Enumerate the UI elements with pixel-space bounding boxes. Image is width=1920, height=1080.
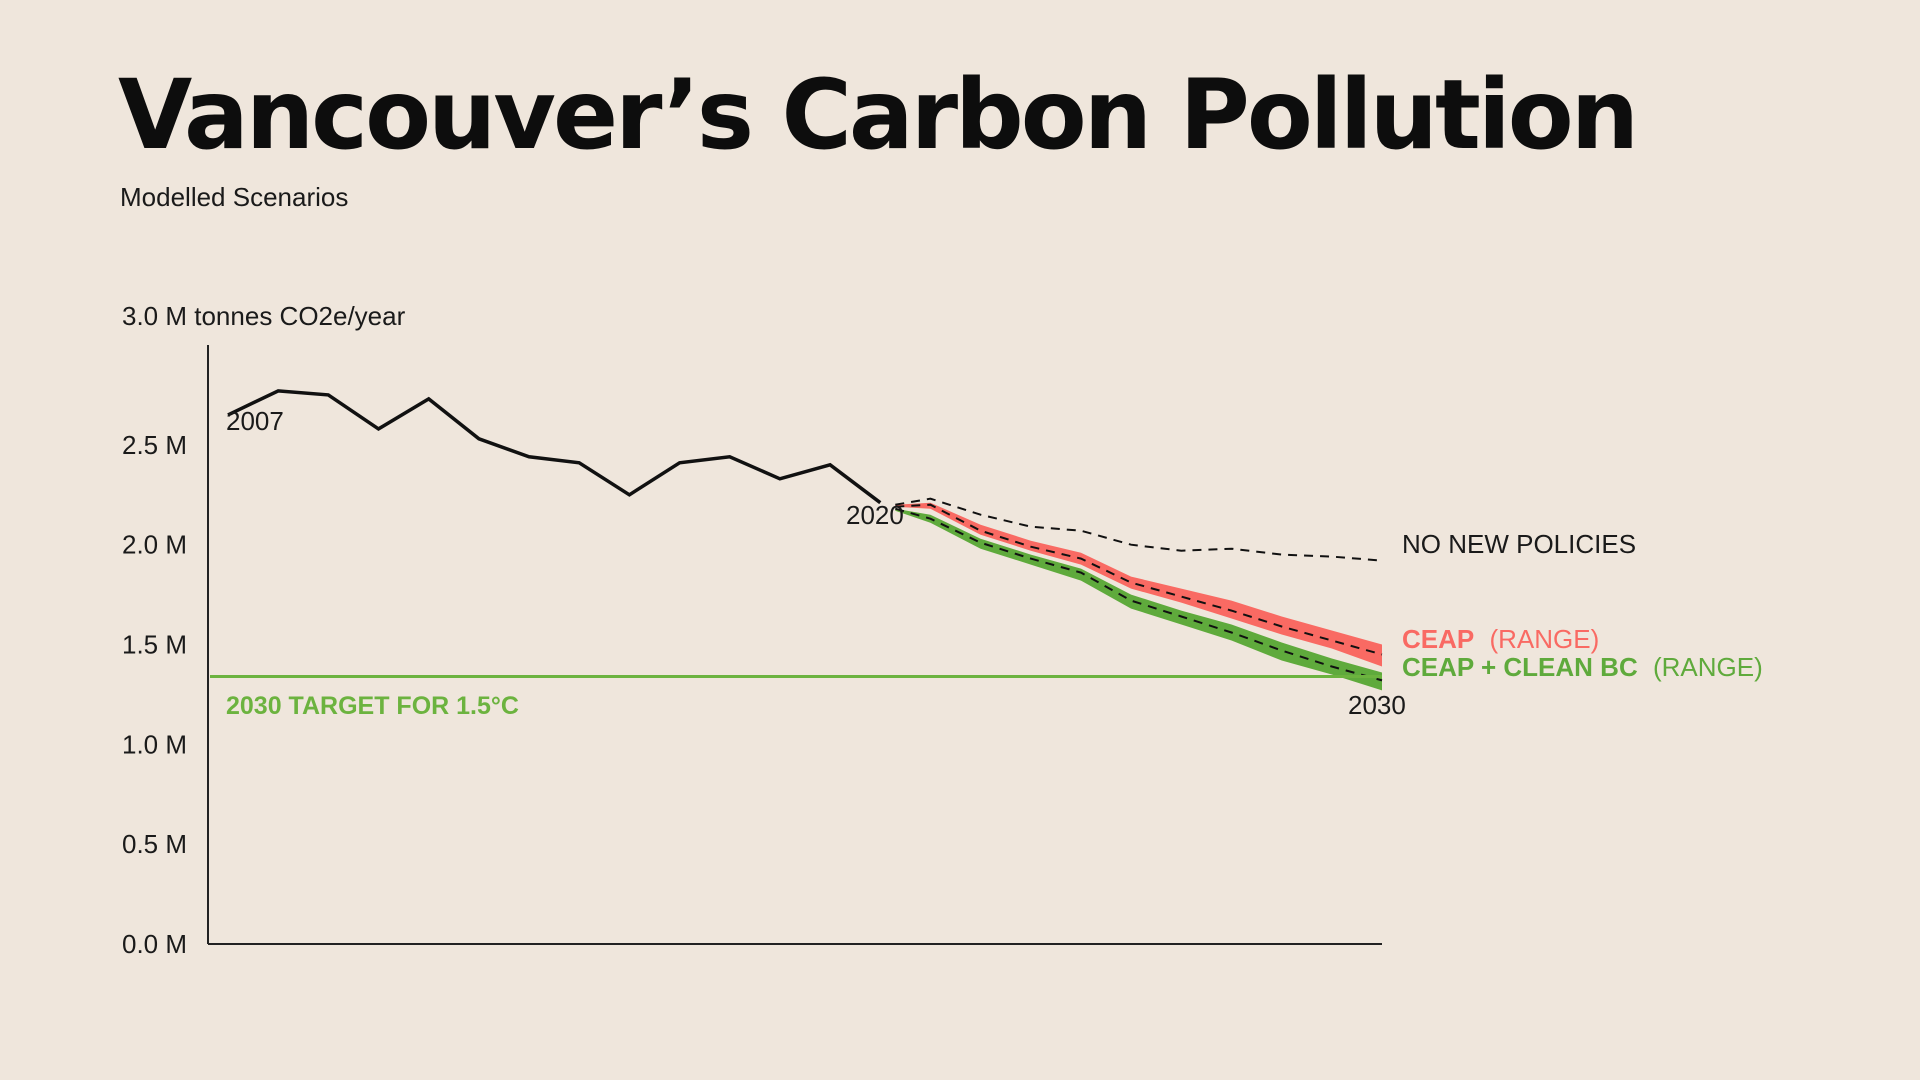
no-new-policies-line [895,497,1383,562]
y-tick-label: 1.5 M [122,630,187,660]
ceap-mid-line [895,503,1383,656]
y-axis-label: 3.0 M tonnes CO2e/year [122,301,406,331]
ceap-label-name: CEAP [1402,624,1474,654]
scenario-lines [227,389,1383,682]
ceap-clean-bc-label: CEAP + CLEAN BC (RANGE) [1402,652,1763,682]
label-2020: 2020 [846,500,904,530]
label-2030: 2030 [1348,690,1406,720]
no-new-policies-label: NO NEW POLICIES [1402,529,1636,559]
y-tick-label: 0.0 M [122,929,187,959]
y-tick-label: 1.0 M [122,729,187,759]
historical-emissions-line [227,389,882,505]
y-tick-label: 2.0 M [122,530,187,560]
ceap-label: CEAP (RANGE) [1402,624,1599,654]
ceap-clean-bc-label-range: (RANGE) [1653,652,1763,682]
page-subtitle: Modelled Scenarios [120,182,349,212]
y-tick-label: 0.5 M [122,829,187,859]
page-title: Vancouver’s Carbon Pollution [118,59,1639,171]
target-label: 2030 TARGET FOR 1.5°C [226,692,519,720]
ceap-clean-bc-range-band [895,508,1382,691]
y-tick-label: 2.5 M [122,430,187,460]
ceap-label-range: (RANGE) [1489,624,1599,654]
y-tick-labels: 2.5 M 2.0 M 1.5 M 1.0 M 0.5 M 0.0 M [122,430,187,959]
label-start-year: 2007 [226,406,284,436]
ceap-clean-bc-label-name: CEAP + CLEAN BC [1402,652,1638,682]
scenario-bands [895,502,1382,691]
